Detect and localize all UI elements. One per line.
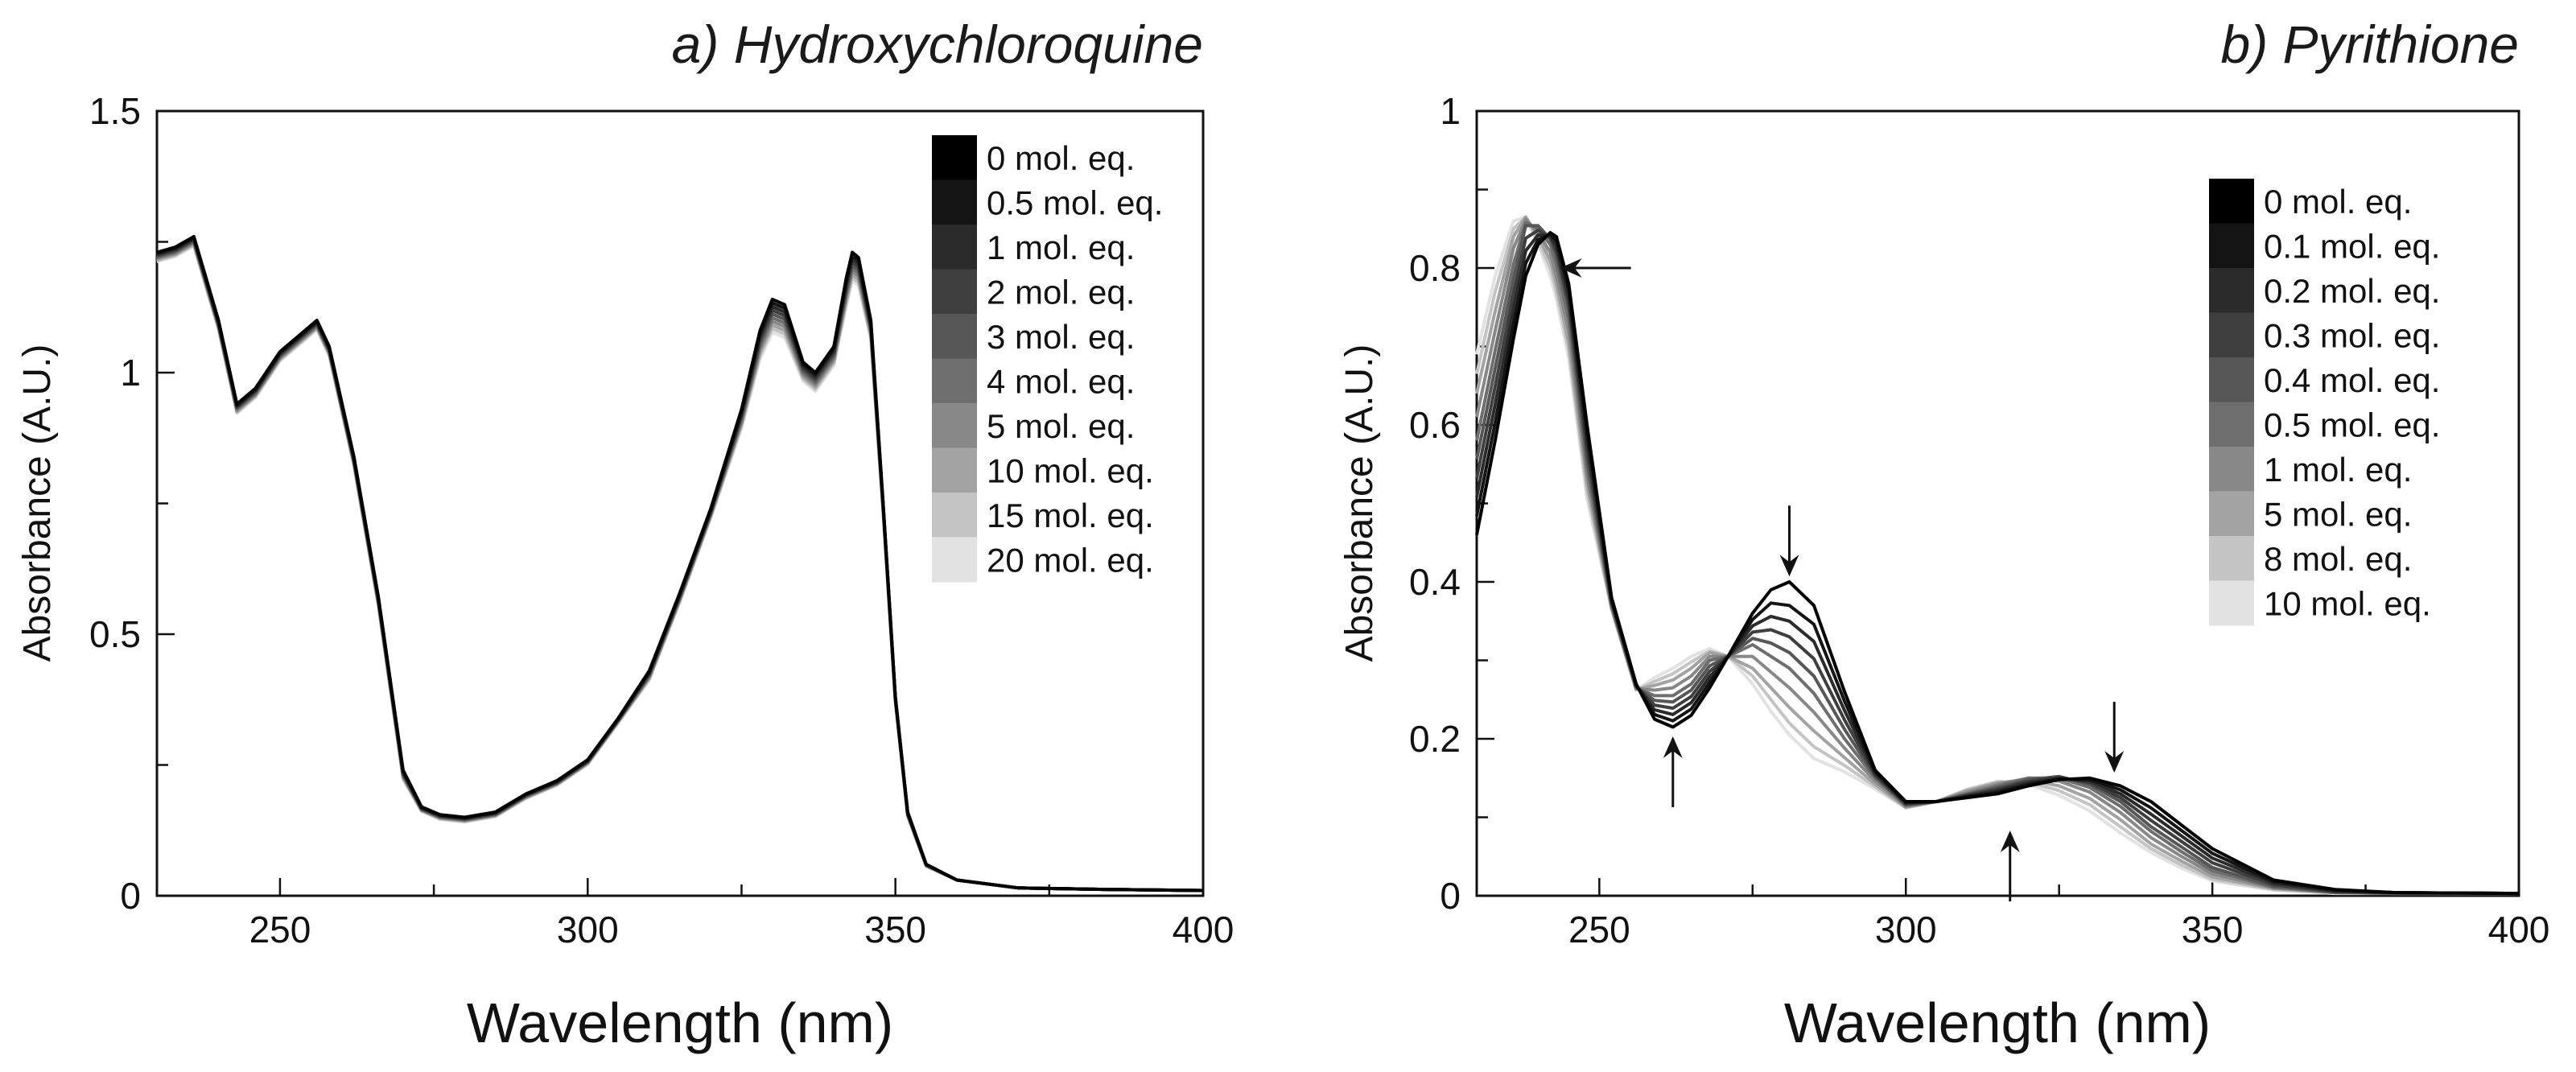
y-tick-label-b-1: 0.2 xyxy=(1409,718,1461,760)
legend-label-a-7: 10 mol. eq. xyxy=(987,451,1154,489)
legend-label-a-1: 0.5 mol. eq. xyxy=(987,183,1163,221)
legend-swatch-b-3 xyxy=(2209,312,2254,358)
x-tick-label-a-300: 300 xyxy=(557,909,619,950)
panel-pyrithione: b) Pyrithione 250 300 350 400 0 0.2 0.4 0.6 0.8 1… xyxy=(1338,14,2549,1054)
legend-swatch-a-4 xyxy=(932,314,977,359)
panel-b-arrows xyxy=(1560,258,2125,901)
legend-swatch-a-8 xyxy=(932,493,977,538)
y-tick-label-b-5: 1 xyxy=(1440,90,1461,132)
panel-a-legend: 0 mol. eq. 0.5 mol. eq. 1 mol. eq. 2 mol. e… xyxy=(932,135,1163,583)
y-tick-label-a-1: 0.5 xyxy=(89,613,141,655)
y-tick-label-b-3: 0.6 xyxy=(1409,404,1461,446)
legend-swatch-b-2 xyxy=(2209,268,2254,313)
panel-b-ticks: 250 300 350 400 0 0.2 0.4 0.6 0.8 1 xyxy=(1409,90,2549,950)
panel-hydroxychloroquine: a) Hydroxychloroquine 250 300 350 400 0 0.5 1 1… xyxy=(16,14,1234,1054)
series-line-b-8 xyxy=(1475,215,2519,896)
series-line-b-5 xyxy=(1475,221,2519,896)
series-line-b-0 xyxy=(1475,231,2520,896)
legend-swatch-a-9 xyxy=(932,537,977,583)
legend-swatch-a-3 xyxy=(932,269,977,315)
x-tick-label-b-350: 350 xyxy=(2182,909,2244,950)
panel-a-ticks: 250 300 350 400 0 0.5 1 1.5 xyxy=(89,90,1234,950)
legend-swatch-a-1 xyxy=(932,179,977,225)
x-tick-label-a-400: 400 xyxy=(1173,909,1234,950)
legend-swatch-a-2 xyxy=(932,225,977,270)
series-line-b-6 xyxy=(1475,217,2519,896)
legend-swatch-a-7 xyxy=(932,447,977,493)
x-tick-label-b-300: 300 xyxy=(1875,909,1937,950)
x-tick-label-a-350: 350 xyxy=(864,909,926,950)
legend-swatch-b-4 xyxy=(2209,357,2254,402)
legend-label-a-9: 20 mol. eq. xyxy=(987,541,1154,579)
legend-swatch-b-7 xyxy=(2209,491,2254,537)
y-tick-label-b-2: 0.4 xyxy=(1409,561,1461,603)
legend-swatch-b-1 xyxy=(2209,223,2254,269)
legend-swatch-a-6 xyxy=(932,403,977,448)
series-line-a-0 xyxy=(156,235,1204,893)
panel-b-xlabel: Wavelength (nm) xyxy=(1784,992,2211,1054)
panel-a-xlabel: Wavelength (nm) xyxy=(467,992,893,1054)
legend-label-a-2: 1 mol. eq. xyxy=(987,229,1135,266)
x-tick-label-b-400: 400 xyxy=(2488,909,2550,950)
panel-a-ylabel: Absorbance (A.U.) xyxy=(16,344,59,662)
legend-label-a-4: 3 mol. eq. xyxy=(987,318,1135,356)
legend-swatch-b-0 xyxy=(2209,179,2254,224)
legend-swatch-a-0 xyxy=(932,135,977,180)
legend-swatch-a-5 xyxy=(932,358,977,404)
x-tick-label-a-250: 250 xyxy=(249,909,311,950)
panel-b-ylabel: Absorbance (A.U.) xyxy=(1338,344,1381,662)
panel-a-series xyxy=(156,235,1204,893)
series-line-b-7 xyxy=(1475,215,2519,896)
legend-label-a-0: 0 mol. eq. xyxy=(987,139,1135,177)
legend-label-b-9: 10 mol. eq. xyxy=(2264,584,2431,622)
legend-label-b-5: 0.5 mol. eq. xyxy=(2264,406,2440,443)
panel-b-series xyxy=(1475,215,2520,896)
y-tick-label-a-3: 1.5 xyxy=(89,90,141,132)
legend-label-b-0: 0 mol. eq. xyxy=(2264,183,2412,221)
panel-b-legend: 0 mol. eq. 0.1 mol. eq. 0.2 mol. eq. 0.3 mo… xyxy=(2209,179,2440,626)
panel-a-title: a) Hydroxychloroquine xyxy=(672,14,1203,74)
legend-label-a-6: 5 mol. eq. xyxy=(987,407,1135,445)
legend-label-a-3: 2 mol. eq. xyxy=(987,273,1135,311)
legend-label-a-8: 15 mol. eq. xyxy=(987,497,1154,534)
legend-label-b-2: 0.2 mol. eq. xyxy=(2264,272,2440,310)
legend-swatch-b-8 xyxy=(2209,536,2254,581)
legend-label-b-4: 0.4 mol. eq. xyxy=(2264,361,2440,399)
legend-label-b-7: 5 mol. eq. xyxy=(2264,495,2412,533)
legend-swatch-b-5 xyxy=(2209,402,2254,447)
y-tick-label-a-0: 0 xyxy=(120,875,141,917)
legend-swatch-b-6 xyxy=(2209,447,2254,492)
y-tick-label-b-0: 0 xyxy=(1440,875,1461,917)
panel-b-title: b) Pyrithione xyxy=(2220,14,2519,74)
y-tick-label-b-4: 0.8 xyxy=(1409,247,1461,289)
legend-label-b-1: 0.1 mol. eq. xyxy=(2264,227,2440,265)
legend-label-b-3: 0.3 mol. eq. xyxy=(2264,316,2440,354)
x-tick-label-b-250: 250 xyxy=(1568,909,1630,950)
legend-label-b-6: 1 mol. eq. xyxy=(2264,451,2412,489)
legend-label-b-8: 8 mol. eq. xyxy=(2264,540,2412,578)
legend-swatch-b-9 xyxy=(2209,580,2254,626)
y-tick-label-a-2: 1 xyxy=(120,352,141,394)
legend-label-a-5: 4 mol. eq. xyxy=(987,362,1135,400)
